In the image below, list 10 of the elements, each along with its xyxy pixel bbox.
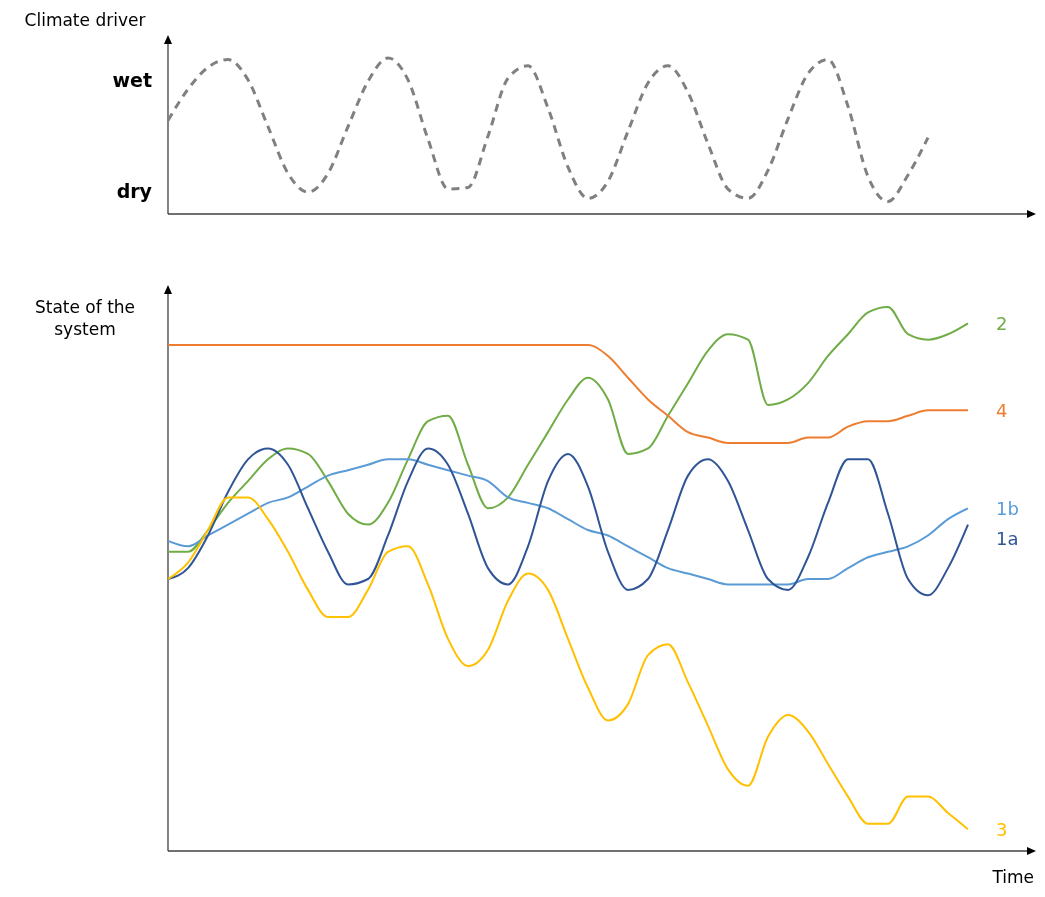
y-axis-title: State of the system: [34, 297, 136, 339]
series-label: 1a: [996, 527, 1019, 549]
series-label: 1b: [996, 497, 1019, 519]
x-axis-title: Time: [991, 867, 1034, 887]
series-label: 4: [996, 399, 1008, 421]
text: wet: [112, 68, 152, 91]
series-label: 2: [996, 312, 1008, 334]
y-axis-title: Climate driver: [24, 10, 146, 30]
series-label: 3: [996, 818, 1008, 840]
text: dry: [116, 179, 153, 202]
